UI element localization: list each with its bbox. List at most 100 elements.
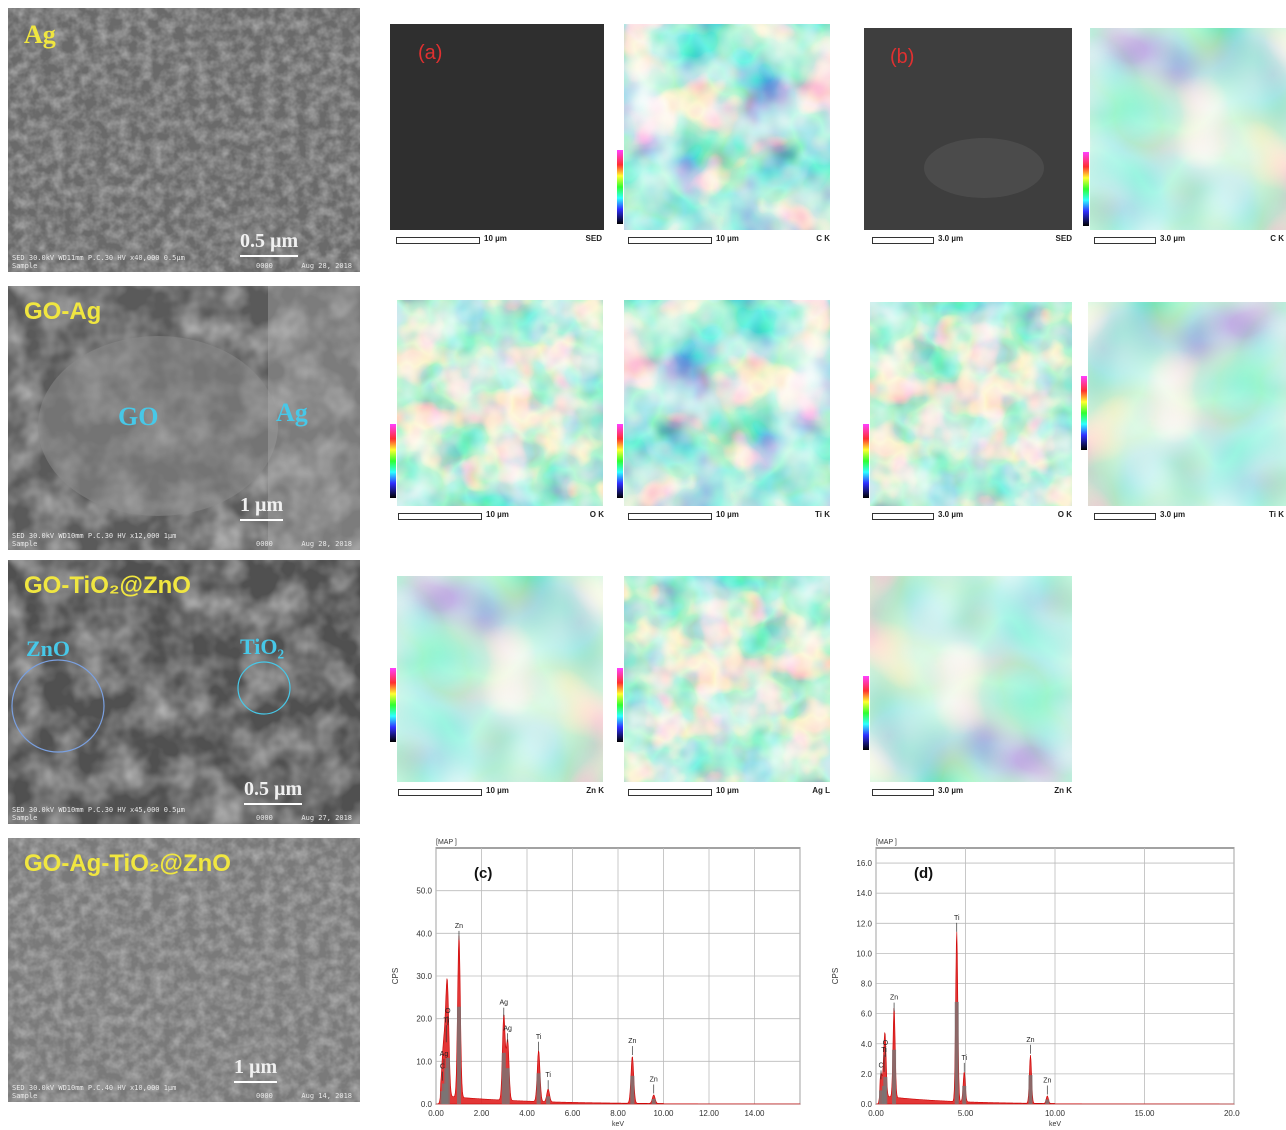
scale-label: 1 µm — [240, 494, 284, 521]
map-a-ti-k — [624, 300, 830, 506]
y-axis-label: CPS — [391, 968, 400, 984]
sem-image-go-ag-tio2-zno: GO-Ag-TiO₂@ZnO 1 µm SED 30.0kV WD10mm P.… — [8, 838, 360, 1102]
peak-label: Ti — [961, 1055, 967, 1062]
peak-marker — [879, 1090, 884, 1104]
y-tick-label: 30.0 — [416, 972, 432, 981]
x-axis-label: keV — [612, 1121, 624, 1128]
x-axis-label: keV — [1049, 1121, 1061, 1128]
map-caption: 10 µm Ti K — [628, 510, 830, 522]
x-tick-label: 10.00 — [1045, 1109, 1066, 1118]
x-tick-label: 20.00 — [1224, 1109, 1240, 1118]
peak-label: Ti — [545, 1072, 551, 1079]
sem-label: GO-TiO₂@ZnO — [24, 572, 191, 599]
y-tick-label: 20.0 — [416, 1015, 432, 1024]
annotation-go: GO — [118, 402, 159, 431]
map-a-sed: (a) — [390, 24, 604, 230]
map-b-c-k — [1090, 28, 1286, 230]
map-a-c-k — [624, 24, 830, 230]
eds-spectrum-c: [MAP ] 0.00 2.00 4.00 6.00 8.00 10.00 12.00 14.0… — [391, 839, 801, 1128]
annotation-tio2: TiO₂ — [240, 634, 285, 659]
x-tick-label: 10.00 — [653, 1109, 674, 1118]
peak-label: Zn — [890, 995, 898, 1002]
x-tick-label: 8.00 — [610, 1109, 626, 1118]
y-tick-label: 6.0 — [861, 1010, 873, 1019]
y-tick-label: 40.0 — [416, 929, 432, 938]
peak-marker — [882, 1085, 887, 1104]
sem-texture — [8, 560, 360, 824]
sem-image-ag: Ag 0.5 µm SED 30.0kV WD11mm P.C.30 HV x4… — [8, 8, 360, 272]
peak-marker — [954, 1001, 959, 1104]
x-tick-label: 4.00 — [519, 1109, 535, 1118]
scale-label: 1 µm — [234, 1056, 278, 1083]
peak-marker — [1045, 1099, 1050, 1104]
chart-header: [MAP ] — [436, 839, 457, 846]
map-b-sed: (b) — [864, 28, 1072, 230]
peak-marker — [1028, 1075, 1033, 1104]
map-a-o-k — [397, 300, 603, 506]
peak-label: C — [440, 1064, 445, 1071]
peak-label: Zn — [1026, 1037, 1034, 1044]
map-caption: 3.0 µm SED — [872, 234, 1072, 246]
peak-marker — [892, 1049, 897, 1104]
map-a-ag-l — [624, 576, 830, 782]
y-tick-label: 50.0 — [416, 887, 432, 896]
y-tick-label: 16.0 — [856, 859, 872, 868]
eds-spectrum-d: [MAP ] 0.00 5.00 10.00 15.00 20.00 0.0 2.0 4.0 6.… — [831, 839, 1240, 1128]
y-tick-label: 10.0 — [856, 949, 872, 958]
spectrum-curve — [436, 935, 801, 1105]
peak-marker — [505, 1068, 510, 1104]
annotation-ag: Ag — [276, 398, 308, 427]
y-tick-label: 0.0 — [861, 1100, 873, 1109]
panel-label: (c) — [474, 865, 492, 882]
x-tick-label: 12.00 — [699, 1109, 720, 1118]
peak-marker — [501, 1052, 506, 1104]
sem-footer: SED 30.0kV WD10mm P.C.40 HV x10,000 1µm … — [12, 1084, 352, 1100]
map-caption: 10 µm Ag L — [628, 786, 830, 798]
peak-label: Zn — [650, 1076, 658, 1083]
x-tick-label: 14.00 — [744, 1109, 765, 1118]
map-b-o-k — [870, 302, 1072, 506]
peak-label: Zn — [628, 1038, 636, 1045]
map-caption: 10 µm SED — [396, 234, 602, 246]
x-tick-label: 2.00 — [474, 1109, 490, 1118]
peak-marker — [651, 1098, 656, 1104]
sem-texture — [8, 286, 360, 550]
map-a-zn-k — [397, 576, 603, 782]
map-caption: 3.0 µm Zn K — [872, 786, 1072, 798]
annotation-zno: ZnO — [26, 636, 71, 661]
y-tick-label: 2.0 — [861, 1070, 873, 1079]
map-caption: 10 µm O K — [398, 510, 604, 522]
x-tick-label: 0.00 — [428, 1109, 444, 1118]
peak-label: Ti — [954, 915, 960, 922]
scale-label: 0.5 µm — [244, 778, 303, 805]
panel-label-a: (a) — [418, 42, 443, 64]
sem-image-go-ag: GO-Ag GO Ag 1 µm SED 30.0kV WD10mm P.C.3… — [8, 286, 360, 550]
peak-label: Ag — [503, 1025, 512, 1032]
chart-header: [MAP ] — [876, 839, 897, 846]
map-b-zn-k — [870, 576, 1072, 782]
peak-label: Zn — [1043, 1077, 1051, 1084]
sem-footer: SED 30.0kV WD10mm P.C.30 HV x45,000 0.5µ… — [12, 806, 352, 822]
sem-label: GO-Ag — [24, 298, 102, 325]
map-caption: 3.0 µm O K — [872, 510, 1072, 522]
peak-marker — [630, 1075, 635, 1104]
y-tick-label: 12.0 — [856, 919, 872, 928]
y-tick-label: 4.0 — [861, 1040, 873, 1049]
map-caption: 10 µm C K — [628, 234, 830, 246]
y-tick-label: 10.0 — [416, 1057, 432, 1066]
peak-label: Ti — [536, 1034, 542, 1041]
x-tick-label: 6.00 — [565, 1109, 581, 1118]
map-caption: 3.0 µm Ti K — [1094, 510, 1284, 522]
peak-marker — [456, 1006, 461, 1104]
peak-marker — [444, 1068, 449, 1104]
peak-label: O — [883, 1040, 889, 1047]
sem-texture — [8, 8, 360, 272]
map-caption: 10 µm Zn K — [398, 786, 604, 798]
peak-marker — [962, 1085, 967, 1104]
y-axis-label: CPS — [831, 968, 840, 984]
peak-label: Ti — [443, 1017, 449, 1024]
peak-marker — [536, 1073, 541, 1104]
panel-label: (d) — [914, 865, 933, 882]
panel-label-b: (b) — [890, 46, 915, 68]
peak-label: C — [878, 1062, 883, 1069]
